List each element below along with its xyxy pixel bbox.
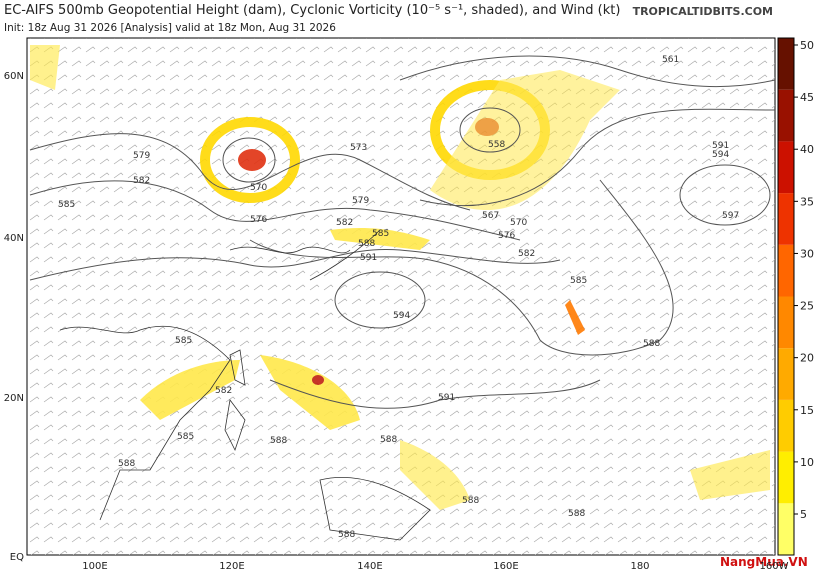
colorbar-segment <box>778 141 794 194</box>
contour-label: 591 <box>438 393 455 403</box>
colorbar-tick-label: 40 <box>800 143 814 156</box>
title: EC-AIFS 500mb Geopotential Height (dam),… <box>4 3 620 18</box>
colorbar: 5 10 15 20 25 30 35 40 45 50 <box>777 37 814 556</box>
colorbar-tick-label: 50 <box>800 39 814 52</box>
lat-label: 20N <box>4 393 24 404</box>
contour-label: 585 <box>175 336 192 346</box>
contour-label: 588 <box>380 435 397 445</box>
lat-label: 60N <box>4 71 24 82</box>
contour-label: 588 <box>643 339 660 349</box>
contour-label: 576 <box>250 215 267 225</box>
contour-label: 588 <box>358 239 375 249</box>
colorbar-segment <box>778 38 794 90</box>
lon-label: 160E <box>493 561 518 572</box>
lat-label: 40N <box>4 233 24 244</box>
lon-label: 140E <box>357 561 382 572</box>
contour-label: 579 <box>133 151 150 161</box>
contour-label: 570 <box>510 218 527 228</box>
colorbar-tick-label: 5 <box>800 508 807 521</box>
lat-label: EQ <box>10 552 24 563</box>
contour-label: 588 <box>270 436 287 446</box>
contour-label: 588 <box>338 530 355 540</box>
colorbar-segment <box>778 348 794 400</box>
contour-label: 591 <box>360 253 377 263</box>
contour-label: 594 <box>393 311 410 321</box>
colorbar-segment <box>778 244 794 297</box>
watermark: NangMua.VN <box>720 555 808 569</box>
colorbar-frame <box>777 37 795 556</box>
contour-label: 582 <box>336 218 353 228</box>
colorbar-segment <box>778 503 794 555</box>
colorbar-tick-label: 30 <box>800 247 814 260</box>
colorbar-segment <box>778 451 794 504</box>
contour-label: 597 <box>722 211 739 221</box>
contour-label: 579 <box>352 196 369 206</box>
contour-label: 567 <box>482 211 499 221</box>
contour-label: 594 <box>712 150 729 160</box>
contour-label: 588 <box>462 496 479 506</box>
colorbar-segment <box>778 193 794 245</box>
subtitle: Init: 18z Aug 31 2026 [Analysis] valid a… <box>4 22 336 34</box>
contour-label: 576 <box>498 231 515 241</box>
colorbar-tick-label: 10 <box>800 456 814 469</box>
contour-label: 588 <box>118 459 135 469</box>
contour-label: 591 <box>712 141 729 151</box>
contour-label: 585 <box>58 200 75 210</box>
colorbar-tick-label: 45 <box>800 91 814 104</box>
site: TROPICALTIDBITS.COM <box>633 5 773 18</box>
colorbar-tick-label: 20 <box>800 352 814 365</box>
contour-label: 573 <box>350 143 367 153</box>
contour-label: 582 <box>133 176 150 186</box>
colorbar-tick-label: 25 <box>800 300 814 313</box>
contour-label: 582 <box>518 249 535 259</box>
lon-label: 100E <box>82 561 107 572</box>
contour-label: 558 <box>488 140 505 150</box>
colorbar-segment <box>778 296 794 349</box>
colorbar-segment <box>778 399 794 452</box>
contour-label: 585 <box>372 229 389 239</box>
colorbar-tick-label: 15 <box>800 404 814 417</box>
map-area <box>26 37 776 556</box>
contour-label: 585 <box>177 432 194 442</box>
contour-label: 561 <box>662 55 679 65</box>
contour-label: 582 <box>215 386 232 396</box>
contour-label: 585 <box>570 276 587 286</box>
contour-label: 588 <box>568 509 585 519</box>
contour-label: 570 <box>250 183 267 193</box>
lon-label: 160W <box>760 561 789 572</box>
colorbar-segment <box>778 89 794 142</box>
colorbar-tick-label: 35 <box>800 195 814 208</box>
lon-label: 120E <box>219 561 244 572</box>
lon-label: 180 <box>630 561 649 572</box>
